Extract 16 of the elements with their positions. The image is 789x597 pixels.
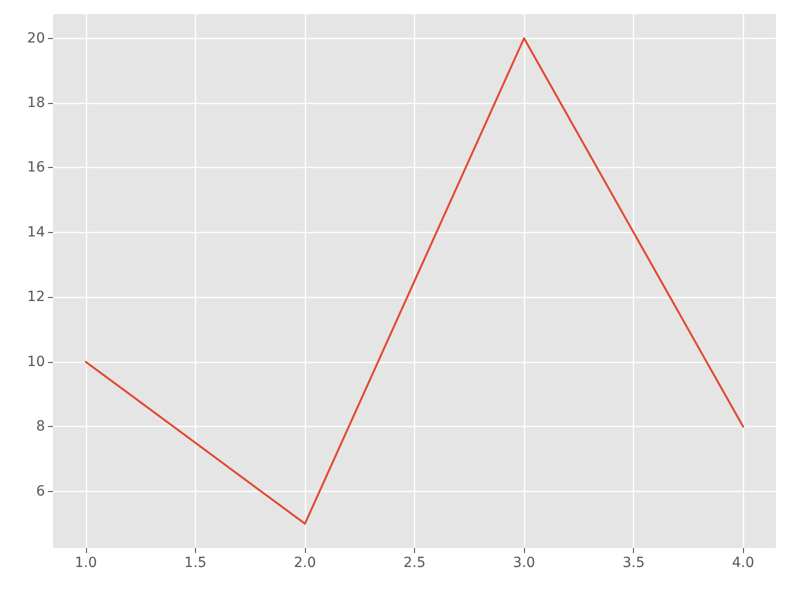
y-tick-label: 18 bbox=[27, 95, 45, 111]
x-tick-label: 1.0 bbox=[74, 555, 97, 571]
y-tick-label: 12 bbox=[27, 289, 45, 306]
x-tick-label: 2.0 bbox=[294, 555, 316, 571]
y-tick-label: 10 bbox=[27, 354, 45, 370]
x-tick-label: 2.5 bbox=[403, 555, 426, 571]
y-tick-label: 8 bbox=[36, 418, 45, 435]
x-tick-label: 3.0 bbox=[512, 555, 536, 571]
y-tick-label: 20 bbox=[27, 30, 45, 46]
y-tick-label: 14 bbox=[27, 224, 46, 240]
x-tick-label: 3.5 bbox=[622, 555, 645, 571]
x-tick-label: 1.5 bbox=[184, 555, 207, 571]
y-tick-label: 16 bbox=[27, 160, 46, 176]
line-series bbox=[84, 37, 744, 525]
y-tick-label: 6 bbox=[36, 483, 46, 500]
x-tick-label: 4.0 bbox=[732, 555, 754, 571]
